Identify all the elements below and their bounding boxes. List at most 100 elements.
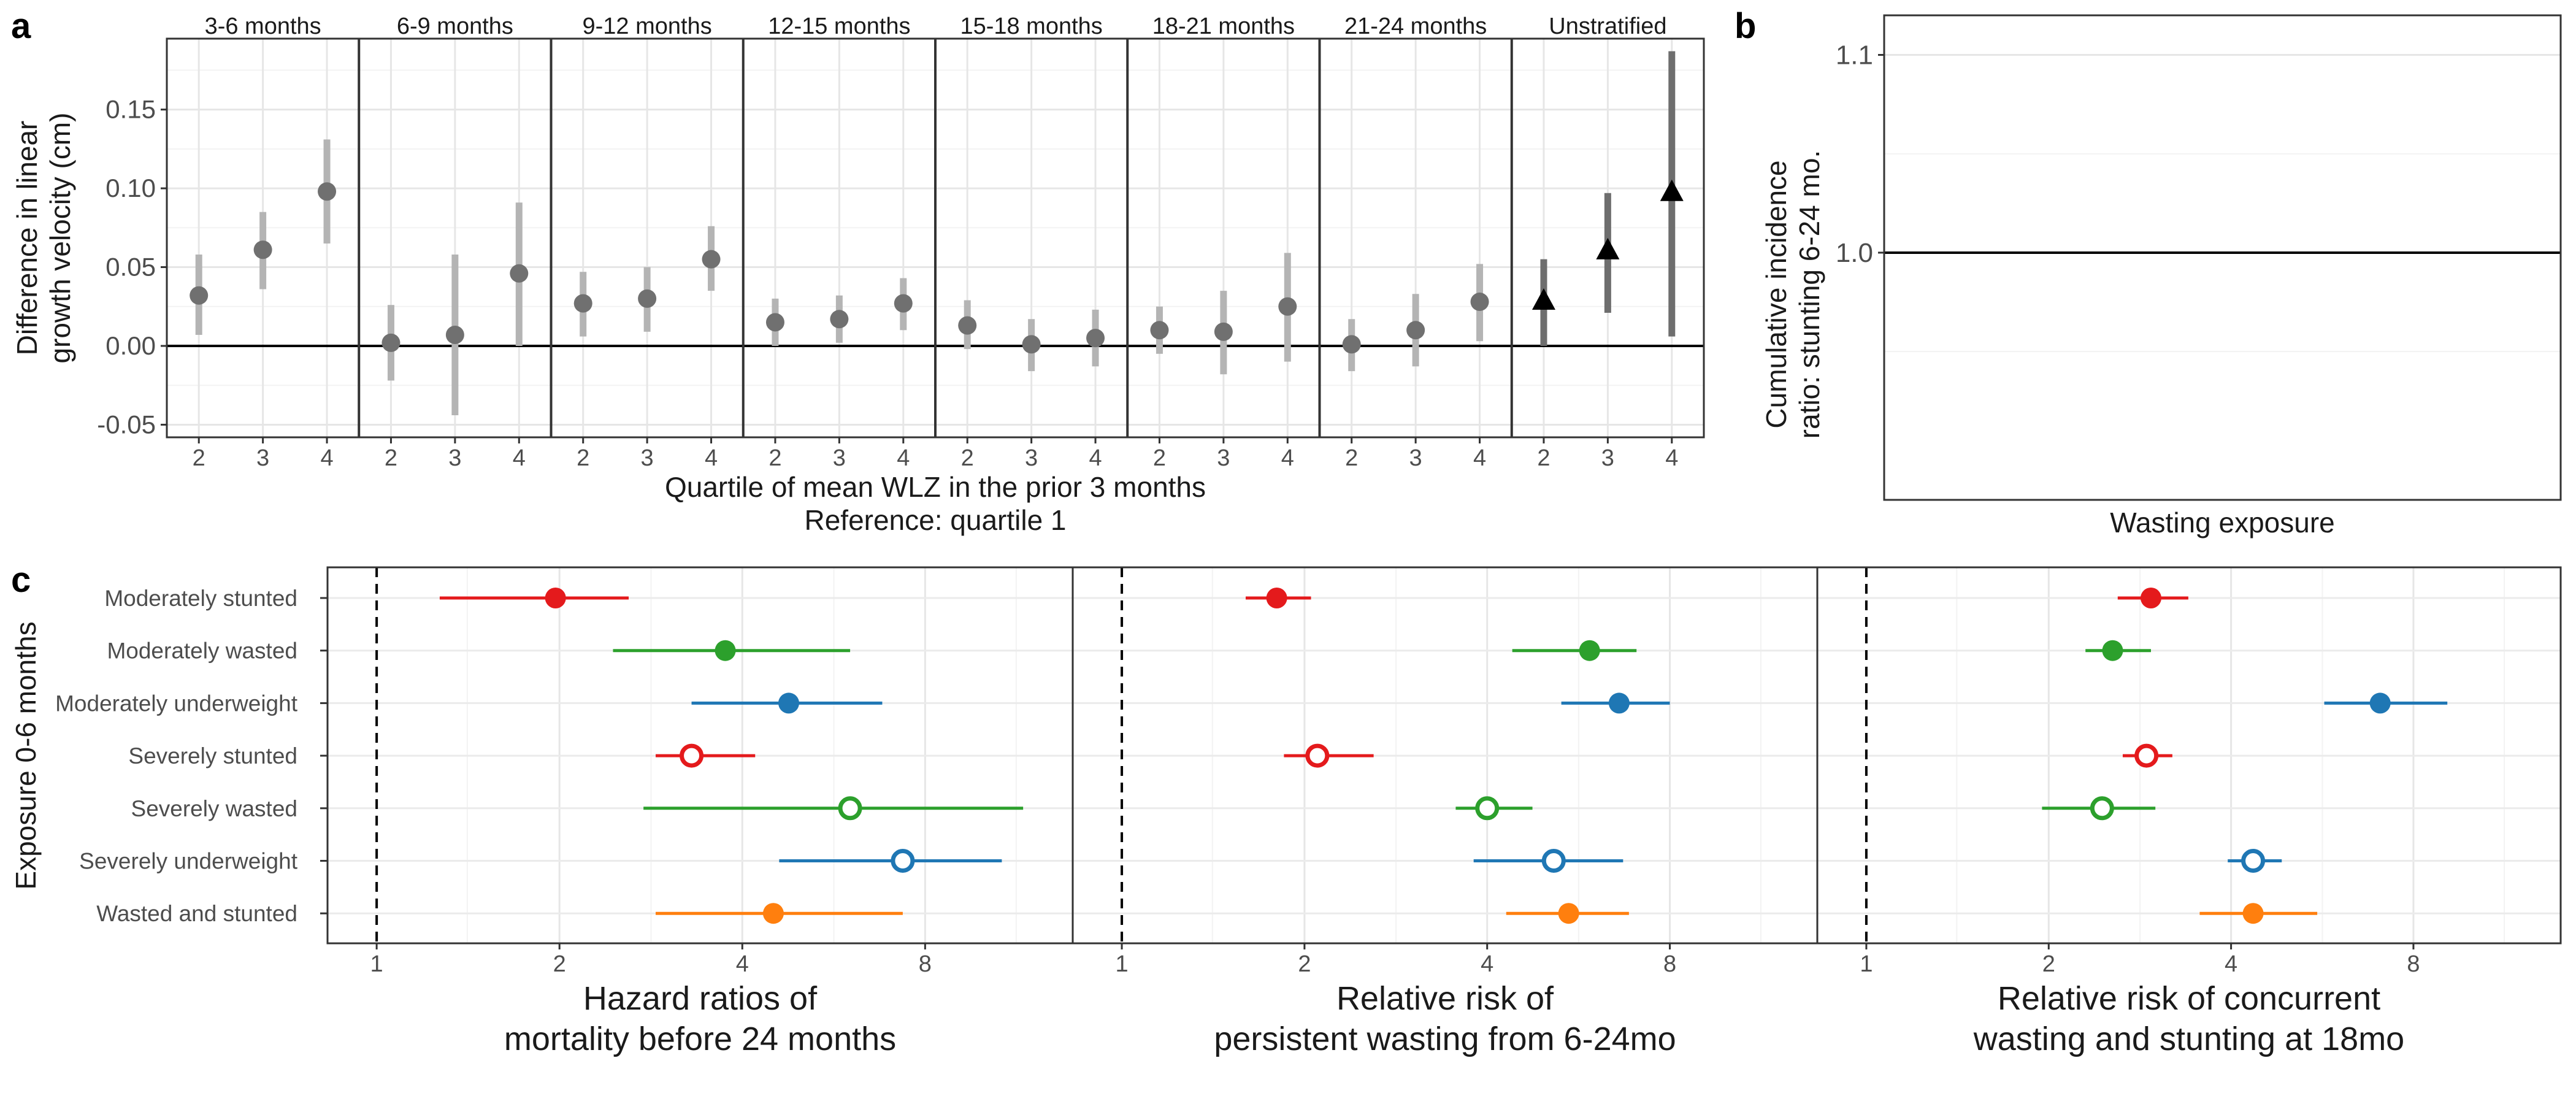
panel-a-point — [510, 264, 529, 283]
panel-a-xtick-label: 4 — [1089, 445, 1102, 471]
panel-a-xtick-label: 2 — [385, 445, 397, 471]
panel-c-point — [715, 640, 736, 661]
panel-c-facet-title: Relative risk of — [1336, 980, 1554, 1017]
panel-a-point — [253, 240, 272, 259]
panel-a-xtick-label: 4 — [897, 445, 910, 471]
panel-a-xtick-label: 2 — [961, 445, 974, 471]
panel-a-xtick-label: 4 — [705, 445, 718, 471]
panel-c-hollow-point — [2090, 796, 2114, 821]
panel-c-facet-title: persistent wasting from 6-24mo — [1214, 1021, 1676, 1057]
panel-a-point — [318, 182, 337, 201]
panel-a-point — [765, 313, 784, 332]
panel-c-point — [762, 903, 784, 924]
panel-a-xlabel: Reference: quartile 1 — [804, 504, 1066, 536]
panel-c-hollow-point — [1541, 849, 1566, 873]
panel-c-point — [2369, 692, 2391, 714]
panel-a-point — [894, 294, 913, 313]
panel-c-border — [1816, 566, 2562, 945]
panel-c-xtick-label: 2 — [553, 951, 566, 977]
panel-a-point — [1022, 335, 1041, 354]
panel-a-ytick-label: 0.15 — [105, 95, 156, 124]
panel-c-category-label: Moderately underweight — [55, 691, 298, 716]
panel-c-ylabel: Exposure 0-6 months — [10, 621, 42, 889]
panel-a-triangle-point — [1660, 179, 1684, 201]
panel-c-hollow-point — [1475, 796, 1500, 821]
panel-a-triangle-point — [1596, 237, 1620, 259]
panel-c-xtick-label: 2 — [2042, 951, 2055, 977]
panel-a-facet-title: 6-9 months — [397, 13, 513, 39]
panel-c-hollow-point — [2134, 743, 2159, 768]
panel-a-xtick-label: 4 — [320, 445, 333, 471]
panel-a-point — [1406, 321, 1425, 340]
panel-a-facet-title: Unstratified — [1549, 13, 1666, 39]
panel-c-xtick-label: 4 — [736, 951, 749, 977]
panel-c-category-label: Severely underweight — [79, 849, 298, 874]
panel-a-ylabel: growth velocity (cm) — [44, 113, 76, 364]
panel-a-point — [702, 250, 721, 269]
panel-b-plot-area — [1884, 15, 2561, 500]
panel-a-xtick-label: 3 — [833, 445, 846, 471]
panel-c-point — [2102, 640, 2123, 661]
panel-a-point — [1150, 321, 1169, 340]
panel-a-point — [1470, 293, 1489, 312]
panel-c-xtick-label: 4 — [2225, 951, 2237, 977]
panel-a-ytick-label: 0.05 — [105, 253, 156, 282]
panel-a-point — [1086, 329, 1105, 348]
panel-c-hollow-point — [1305, 743, 1330, 768]
panel-c-point — [2242, 903, 2264, 924]
panel-c-xtick-label: 1 — [1115, 951, 1128, 977]
panel-a-point — [190, 286, 209, 305]
panel-a-ytick-label: 0.10 — [105, 174, 156, 202]
panel-a-ytick-label: -0.05 — [97, 410, 156, 439]
panel-a-xtick-label: 4 — [1281, 445, 1294, 471]
panel-c-hollow-point — [838, 796, 862, 821]
panel-a-xtick-label: 3 — [641, 445, 654, 471]
panel-b-ylabel: ratio: stunting 6-24 mo. — [1793, 150, 1825, 439]
panel-b-border — [1883, 14, 2562, 501]
panel-a-xtick-label: 3 — [1601, 445, 1614, 471]
panel-a-border — [166, 37, 1705, 439]
panel-c-point — [1579, 640, 1600, 661]
panel-c-xtick-label: 8 — [1663, 951, 1676, 977]
panel-a-point — [638, 289, 657, 308]
panel-a-point — [1214, 322, 1233, 341]
panel-a-point — [381, 333, 401, 352]
panel-a-xtick-label: 4 — [1473, 445, 1486, 471]
panel-a-xtick-label: 2 — [1345, 445, 1358, 471]
panel-a-xtick-label: 2 — [1537, 445, 1550, 471]
panel-c-letter: c — [11, 560, 31, 600]
panel-c-category-label: Moderately wasted — [107, 638, 297, 664]
panel-c-point — [1608, 692, 1630, 714]
panel-b-ylabel: Cumulative incidence — [1760, 160, 1792, 428]
panel-a-facet-title: 21-24 months — [1344, 13, 1487, 39]
panel-c-xtick-label: 8 — [2407, 951, 2420, 977]
panel-a-letter: a — [11, 6, 31, 46]
panel-a-xlabel: Quartile of mean WLZ in the prior 3 mont… — [665, 471, 1206, 503]
panel-c-point — [778, 692, 799, 714]
panel-a-xtick-label: 3 — [1025, 445, 1038, 471]
panel-a-point — [445, 326, 464, 345]
panel-c-hollow-point — [680, 743, 704, 768]
panel-c-category-label: Severely stunted — [128, 743, 297, 769]
panel-a-facet-title: 12-15 months — [768, 13, 910, 39]
panel-a-ytick-label: 0.00 — [105, 331, 156, 360]
panel-a-facet-title: 9-12 months — [583, 13, 712, 39]
panel-c-point — [2140, 588, 2161, 608]
panel-c-point — [1558, 903, 1579, 924]
panel-c-facet-title: mortality before 24 months — [504, 1021, 896, 1057]
panel-a-xtick-label: 2 — [193, 445, 205, 471]
panel-a-xtick-label: 3 — [256, 445, 269, 471]
panel-c-facet-title: Relative risk of concurrent — [1998, 980, 2380, 1017]
panel-c-category-label: Wasted and stunted — [96, 901, 297, 926]
panel-c-hollow-point — [891, 849, 915, 873]
panel-c-xtick-label: 8 — [919, 951, 932, 977]
panel-a-facet-title: 15-18 months — [960, 13, 1102, 39]
panel-a-xtick-label: 3 — [1217, 445, 1230, 471]
panel-b-letter: b — [1735, 6, 1756, 46]
panel-c-xtick-label: 1 — [370, 951, 383, 977]
panel-c-xtick-label: 4 — [1481, 951, 1493, 977]
panel-a-point — [1278, 297, 1297, 316]
panel-a-facet-title: 3-6 months — [205, 13, 321, 39]
panel-a-xtick-label: 4 — [513, 445, 526, 471]
